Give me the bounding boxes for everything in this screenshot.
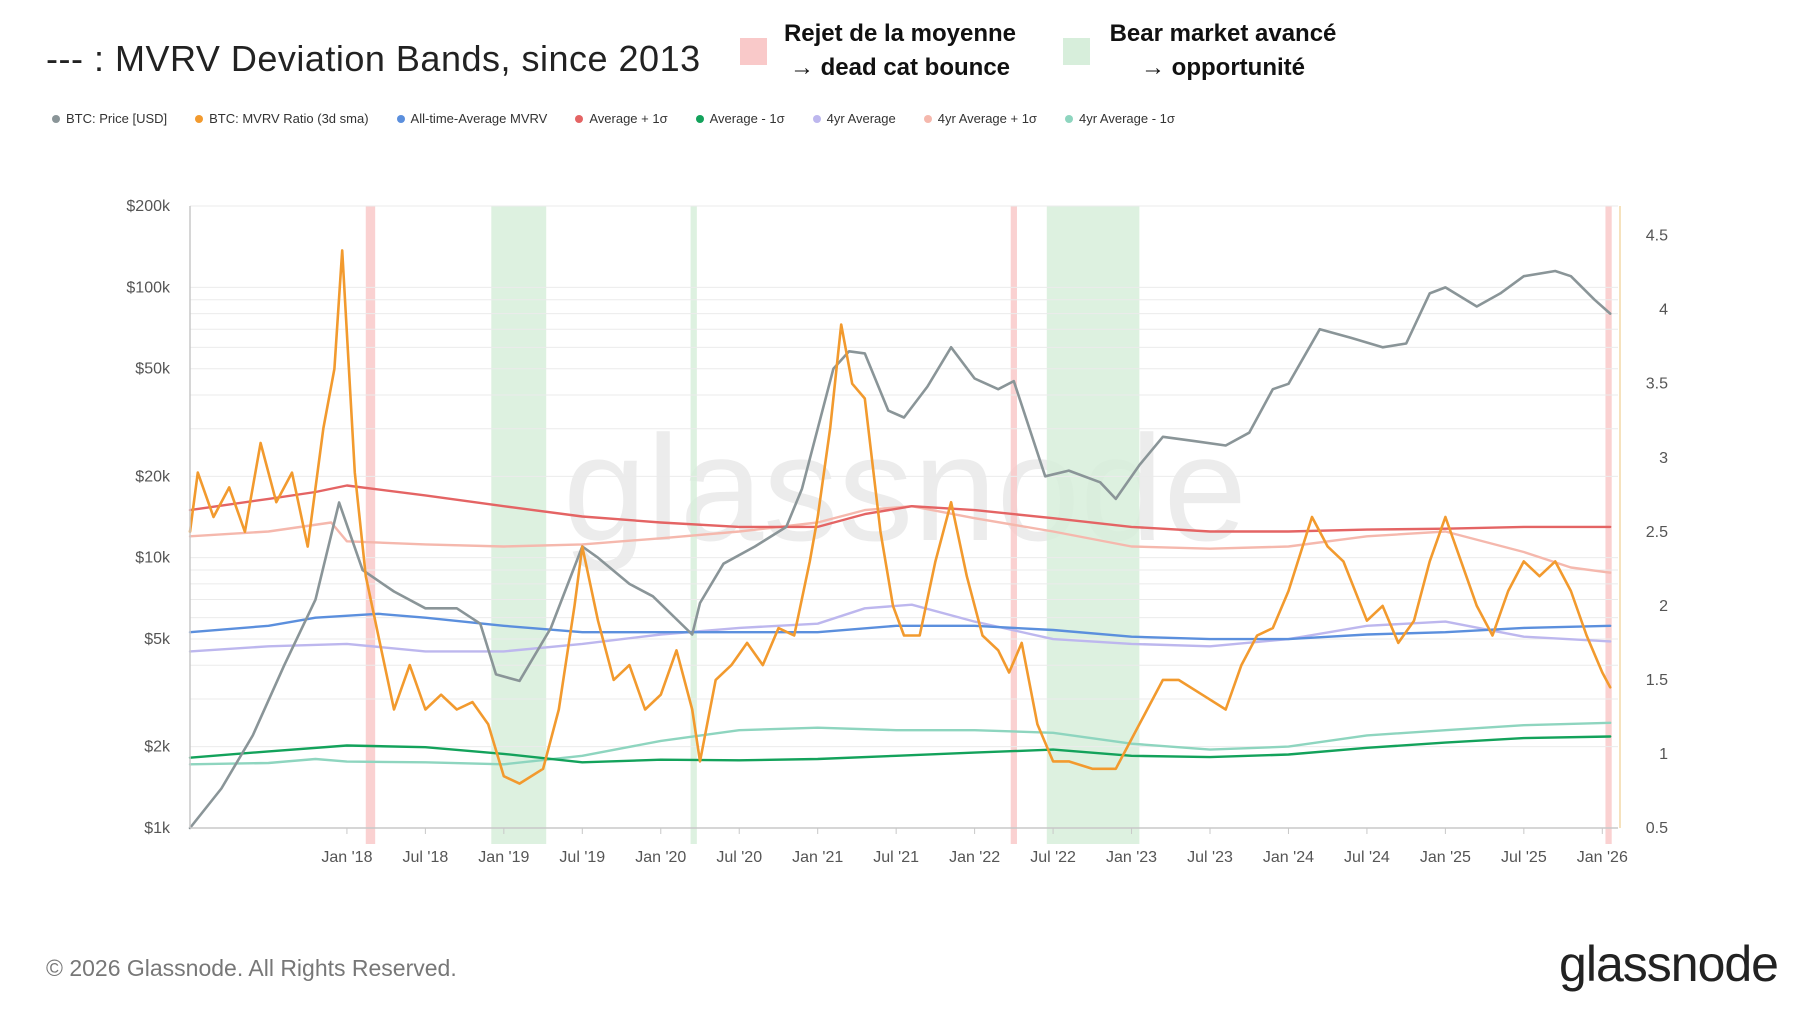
y-left-tick-label: $20k — [135, 468, 171, 485]
series-line-3 — [188, 484, 1612, 533]
series-line-2 — [188, 612, 1612, 641]
key-red-text: Rejet de la moyenne → dead cat bounce — [780, 17, 1020, 85]
y-right-tick-label: 1.5 — [1646, 672, 1668, 689]
y-left-tick-label: $200k — [126, 198, 171, 215]
legend-item[interactable]: BTC: Price [USD] — [52, 111, 167, 126]
legend-dot-icon — [923, 114, 932, 123]
y-left-tick-label: $1k — [144, 820, 171, 837]
series-line-7 — [188, 721, 1612, 766]
y-left-tick-label: $10k — [135, 550, 171, 567]
x-tick-label: Jul '22 — [1030, 849, 1076, 866]
legend-dot-icon — [695, 114, 704, 123]
y-left-tick-label: $2k — [144, 739, 171, 756]
x-tick-label: Jan '20 — [635, 849, 686, 866]
legend-item[interactable]: Average - 1σ — [695, 111, 785, 126]
y-right-tick-label: 4 — [1659, 302, 1668, 319]
highlight-band-red — [365, 206, 376, 844]
legend-label: BTC: MVRV Ratio (3d sma) — [209, 111, 369, 126]
y-right-tick-label: 1 — [1659, 746, 1668, 763]
legend-item[interactable]: All-time-Average MVRV — [396, 111, 548, 126]
legend-item[interactable]: BTC: MVRV Ratio (3d sma) — [195, 111, 369, 126]
x-tick-label: Jul '25 — [1501, 849, 1547, 866]
x-tick-label: Jan '24 — [1263, 849, 1314, 866]
legend-item[interactable]: Average + 1σ — [575, 111, 668, 126]
key-green-swatch — [1063, 38, 1090, 65]
series-line-0 — [188, 269, 1612, 830]
series-line-6 — [188, 505, 1612, 574]
legend-dot-icon — [195, 114, 204, 123]
key-green-line2: → opportunité — [1141, 54, 1305, 81]
legend-dot-icon — [396, 114, 405, 123]
x-tick-label: Jul '21 — [873, 849, 919, 866]
legend-label: 4yr Average — [826, 111, 896, 126]
key-green-text: Bear market avancé → opportunité — [1103, 17, 1343, 85]
legend-dot-icon — [812, 114, 821, 123]
key-green-line1: Bear market avancé — [1109, 20, 1337, 47]
legend-label: 4yr Average + 1σ — [937, 111, 1037, 126]
legend-dot-icon — [575, 114, 584, 123]
y-left-tick-label: $50k — [135, 361, 171, 378]
legend-label: All-time-Average MVRV — [410, 111, 548, 126]
x-tick-label: Jul '24 — [1344, 849, 1390, 866]
legend-label: BTC: Price [USD] — [66, 111, 168, 126]
key-red-line2: → dead cat bounce — [789, 54, 1011, 81]
legend-item[interactable]: 4yr Average - 1σ — [1064, 111, 1175, 126]
highlight-band-red — [1605, 206, 1612, 844]
x-tick-label: Jul '23 — [1187, 849, 1233, 866]
y-right-tick-label: 4.5 — [1646, 228, 1668, 245]
legend-label: Average - 1σ — [709, 111, 785, 126]
chart-legend: BTC: Price [USD] BTC: MVRV Ratio (3d sma)… — [52, 111, 1175, 126]
page-title: --- : MVRV Deviation Bands, since 2013 — [46, 38, 701, 79]
y-left-tick-label: $100k — [126, 279, 171, 296]
legend-item[interactable]: 4yr Average — [812, 111, 896, 126]
legend-label: 4yr Average - 1σ — [1078, 111, 1175, 126]
legend-label: Average + 1σ — [589, 111, 668, 126]
series-line-5 — [188, 603, 1612, 653]
x-tick-label: Jan '22 — [949, 849, 1000, 866]
x-tick-label: Jul '19 — [559, 849, 605, 866]
legend-dot-icon — [1064, 114, 1073, 123]
x-tick-label: Jan '25 — [1420, 849, 1471, 866]
legend-item[interactable]: 4yr Average + 1σ — [923, 111, 1037, 126]
y-right-tick-label: 3.5 — [1646, 376, 1668, 393]
y-right-tick-label: 0.5 — [1646, 820, 1668, 837]
brand-logo: glassnode — [1559, 936, 1779, 992]
x-tick-label: Jul '18 — [403, 849, 449, 866]
y-right-tick-label: 2 — [1659, 598, 1668, 615]
y-right-tick-label: 2.5 — [1646, 524, 1668, 541]
copyright-text: © 2026 Glassnode. All Rights Reserved. — [46, 955, 457, 981]
highlight-band-green — [491, 206, 547, 844]
key-red-swatch — [740, 38, 767, 65]
x-tick-label: Jan '23 — [1106, 849, 1157, 866]
x-tick-label: Jan '26 — [1577, 849, 1628, 866]
legend-dot-icon — [52, 114, 60, 123]
key-red-line1: Rejet de la moyenne — [783, 20, 1017, 47]
x-tick-label: Jan '21 — [792, 849, 843, 866]
x-tick-label: Jan '19 — [478, 849, 529, 866]
series-line-1 — [188, 249, 1612, 785]
y-left-tick-label: $5k — [144, 631, 171, 648]
series-line-4 — [188, 735, 1612, 764]
x-tick-label: Jul '20 — [716, 849, 762, 866]
y-right-tick-label: 3 — [1659, 450, 1668, 467]
x-tick-label: Jan '18 — [321, 849, 372, 866]
